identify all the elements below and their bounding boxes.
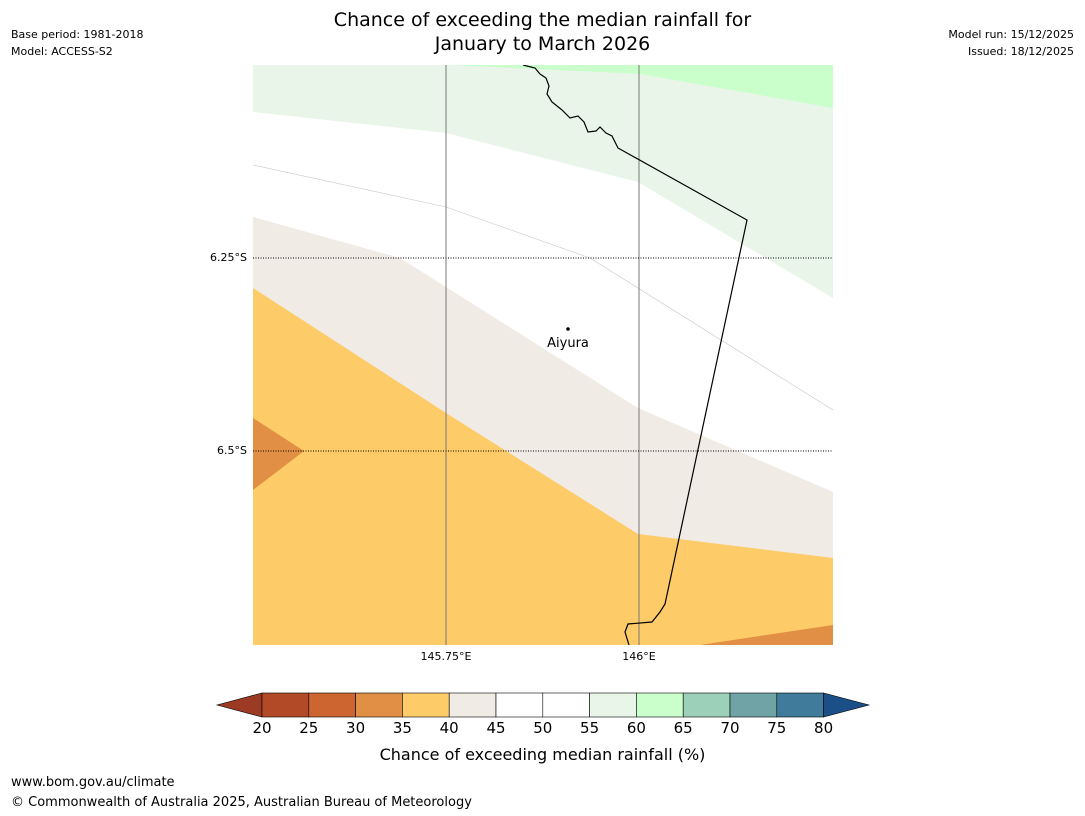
colorbar-swatch [495,692,544,718]
issued-text: Issued: 18/12/2025 [967,45,1074,58]
model-text: Model: ACCESS-S2 [11,45,113,58]
title-line-2: January to March 2026 [434,33,651,55]
colorbar-arrow-high [823,692,871,718]
colorbar-swatch [682,692,731,718]
metadata-right: Model run: 15/12/2025 Issued: 18/12/2025 [948,26,1074,60]
colorbar-tick-label: 45 [486,719,506,737]
colorbar-tick-label: 65 [673,719,693,737]
colorbar-swatch [589,692,637,718]
colorbar-swatch [261,692,310,718]
colorbar-swatch [729,692,778,718]
region-30-35-west [253,418,304,490]
colorbar-swatch [776,692,824,718]
colorbar-tick-label: 70 [720,719,740,737]
colorbar-label: Chance of exceeding median rainfall (%) [379,745,706,764]
colorbar-swatch [402,692,450,718]
place-label: Aiyura [547,336,589,351]
region-55-60 [253,65,833,298]
base-period-text: Base period: 1981-2018 [11,28,144,41]
colorbar-tick-label: 80 [814,719,834,737]
lat-label-6-25: 6.25°S [210,251,247,264]
region-60-65 [450,65,833,108]
colorbar-tick-label: 55 [580,719,600,737]
colorbar-arrow-low [215,692,263,718]
lat-label-6-5: 6.5°S [217,444,247,457]
colorbar-swatch [355,692,403,718]
contour-line-50 [253,164,833,411]
footer-copyright: © Commonwealth of Australia 2025, Austra… [11,795,472,810]
province-border [522,65,748,645]
colorbar-swatch [636,692,684,718]
colorbar-tick-label: 20 [252,719,272,737]
lon-label-145-75: 145.75°E [420,650,472,663]
colorbar-swatch [542,692,590,718]
title-line-1: Chance of exceeding the median rainfall … [333,9,752,31]
colorbar-tick-label: 50 [533,719,553,737]
colorbar-tick-label: 25 [299,719,319,737]
colorbar-tick-label: 40 [439,719,459,737]
colorbar-swatch [308,692,356,718]
colorbar-tick-label: 30 [346,719,366,737]
place-marker [566,327,570,331]
model-run-text: Model run: 15/12/2025 [948,28,1074,41]
metadata-left: Base period: 1981-2018 Model: ACCESS-S2 [11,26,143,60]
colorbar-tick-label: 60 [626,719,646,737]
footer-url[interactable]: www.bom.gov.au/climate [11,775,175,790]
colorbar-tick-label: 75 [767,719,787,737]
lon-label-146: 146°E [622,650,656,663]
colorbar-swatch [448,692,497,718]
page-title: Chance of exceeding the median rainfall … [0,8,1085,56]
colorbar-tick-label: 35 [392,719,412,737]
region-30-35-south [700,625,833,645]
